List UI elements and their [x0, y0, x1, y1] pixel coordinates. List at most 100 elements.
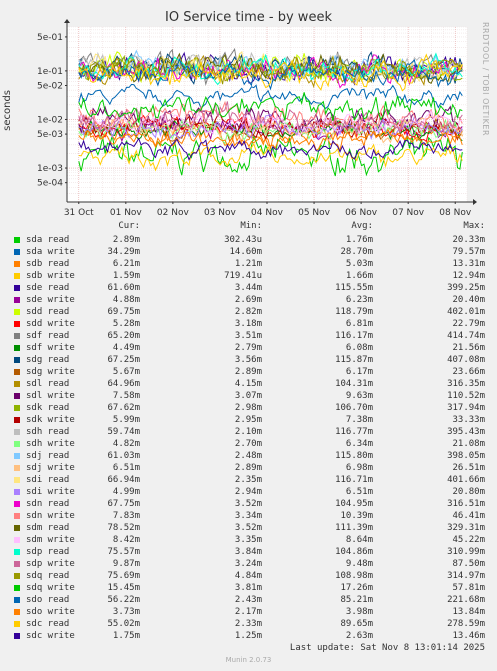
legend-row: sdg write 5.67m 2.89m 6.17m 23.66m [0, 367, 497, 379]
legend-name: sdo read [26, 595, 70, 605]
last-update: Last update: Sat Nov 8 13:01:14 2025 [289, 643, 485, 653]
legend-row: sdk read 67.62m 2.98m 106.70m 317.94m [0, 403, 497, 415]
legend-name: sdc write [26, 631, 75, 641]
legend-name: sdf write [26, 343, 75, 353]
x-tick-label: 05 Nov [298, 208, 331, 218]
legend-row: sdq read 75.69m 4.84m 108.98m 314.97m [0, 571, 497, 583]
legend-name: sdp write [26, 559, 75, 569]
x-tick-label: 06 Nov [345, 208, 378, 218]
legend-name: sdh write [26, 439, 75, 449]
legend-min: 3.44m [234, 283, 262, 293]
y-tick-label: 1e-03 [37, 164, 63, 174]
legend-name: sda write [26, 247, 75, 257]
legend-name: sdn read [26, 499, 70, 509]
legend-avg: 104.86m [335, 547, 373, 557]
legend-avg: 28.70m [340, 247, 373, 257]
legend-max: 398.05m [447, 451, 485, 461]
legend-swatch [14, 237, 20, 243]
legend-avg: 116.77m [335, 427, 373, 437]
legend-swatch [14, 345, 20, 351]
legend-cur: 7.83m [112, 511, 140, 521]
axes: 5e-01 1e-01 5e-02 1e-02 5e-03 1e-03 5e-04 31 Oc… [37, 19, 477, 218]
legend-swatch [14, 477, 20, 483]
legend-max: 20.33m [452, 235, 485, 245]
legend-max: 414.74m [447, 331, 485, 341]
legend-avg: 1.66m [345, 271, 373, 281]
legend-swatch [14, 633, 20, 639]
legend-cur: 1.75m [112, 631, 140, 641]
x-tick-label: 02 Nov [157, 208, 190, 218]
header-avg: Avg: [351, 221, 373, 231]
legend-min: 3.07m [234, 391, 262, 401]
legend-row: sdd write 5.28m 3.18m 6.81m 22.79m [0, 319, 497, 331]
legend-row: sdg read 67.25m 3.56m 115.87m 407.08m [0, 355, 497, 367]
legend-min: 14.60m [229, 247, 262, 257]
legend-max: 221.68m [447, 595, 485, 605]
x-tick-label: 01 Nov [110, 208, 143, 218]
legend-row: sdf write 4.49m 2.79m 6.08m 21.56m [0, 343, 497, 355]
legend-swatch [14, 297, 20, 303]
legend-row: sdl write 7.58m 3.07m 9.63m 110.52m [0, 391, 497, 403]
legend-max: 316.51m [447, 499, 485, 509]
legend-avg: 118.79m [335, 307, 373, 317]
series-line-sdb-write [78, 142, 463, 172]
legend-max: 26.51m [452, 463, 485, 473]
legend-name: sdg write [26, 367, 75, 377]
legend-row: sdb read 6.21m 1.21m 5.03m 13.31m [0, 259, 497, 271]
legend-swatch [14, 441, 20, 447]
legend-name: sdq read [26, 571, 70, 581]
legend-swatch [14, 417, 20, 423]
legend-swatch [14, 285, 20, 291]
legend-swatch [14, 381, 20, 387]
legend-min: 2.10m [234, 427, 262, 437]
legend-name: sdo write [26, 607, 75, 617]
legend-swatch [14, 513, 20, 519]
legend-avg: 9.48m [345, 559, 373, 569]
legend-avg: 8.64m [345, 535, 373, 545]
legend-cur: 55.02m [107, 619, 140, 629]
legend-name: sdh read [26, 427, 70, 437]
legend-row: sdf read 65.20m 3.51m 116.17m 414.74m [0, 331, 497, 343]
x-axis-arrow [473, 199, 477, 205]
y-tick-label: 5e-01 [37, 33, 63, 43]
legend-min: 719.41u [224, 271, 262, 281]
legend-min: 302.43u [224, 235, 262, 245]
legend-avg: 89.65m [340, 619, 373, 629]
legend-row: sda write 34.29m 14.60m 28.70m 79.57m [0, 247, 497, 259]
legend-max: 12.94m [452, 271, 485, 281]
legend-swatch [14, 369, 20, 375]
legend-cur: 6.21m [112, 259, 140, 269]
legend-name: sdc read [26, 619, 70, 629]
legend-min: 3.52m [234, 523, 262, 533]
legend-min: 3.24m [234, 559, 262, 569]
legend-min: 2.79m [234, 343, 262, 353]
legend-max: 22.79m [452, 319, 485, 329]
legend-avg: 9.63m [345, 391, 373, 401]
y-axis-arrow [64, 19, 70, 23]
legend-cur: 67.75m [107, 499, 140, 509]
legend-cur: 61.03m [107, 451, 140, 461]
legend-row: sdd read 69.75m 2.82m 118.79m 402.01m [0, 307, 497, 319]
legend-min: 3.51m [234, 331, 262, 341]
legend-avg: 6.23m [345, 295, 373, 305]
legend-name: sdg read [26, 355, 70, 365]
legend-avg: 6.08m [345, 343, 373, 353]
legend-avg: 116.17m [335, 331, 373, 341]
legend-swatch [14, 249, 20, 255]
x-tick-label: 04 Nov [251, 208, 284, 218]
legend-avg: 2.63m [345, 631, 373, 641]
legend-swatch [14, 393, 20, 399]
legend-row: sdj write 6.51m 2.89m 6.98m 26.51m [0, 463, 497, 475]
rrdtool-credit: RRDTOOL / TOBI OETIKER [481, 22, 490, 137]
legend-cur: 56.22m [107, 595, 140, 605]
legend-cur: 69.75m [107, 307, 140, 317]
legend-min: 3.81m [234, 583, 262, 593]
legend-cur: 2.89m [112, 235, 140, 245]
legend-avg: 115.80m [335, 451, 373, 461]
legend-max: 110.52m [447, 391, 485, 401]
legend-avg: 108.98m [335, 571, 373, 581]
legend-min: 4.84m [234, 571, 262, 581]
legend-max: 45.22m [452, 535, 485, 545]
legend-name: sdd write [26, 319, 75, 329]
legend-min: 3.34m [234, 511, 262, 521]
